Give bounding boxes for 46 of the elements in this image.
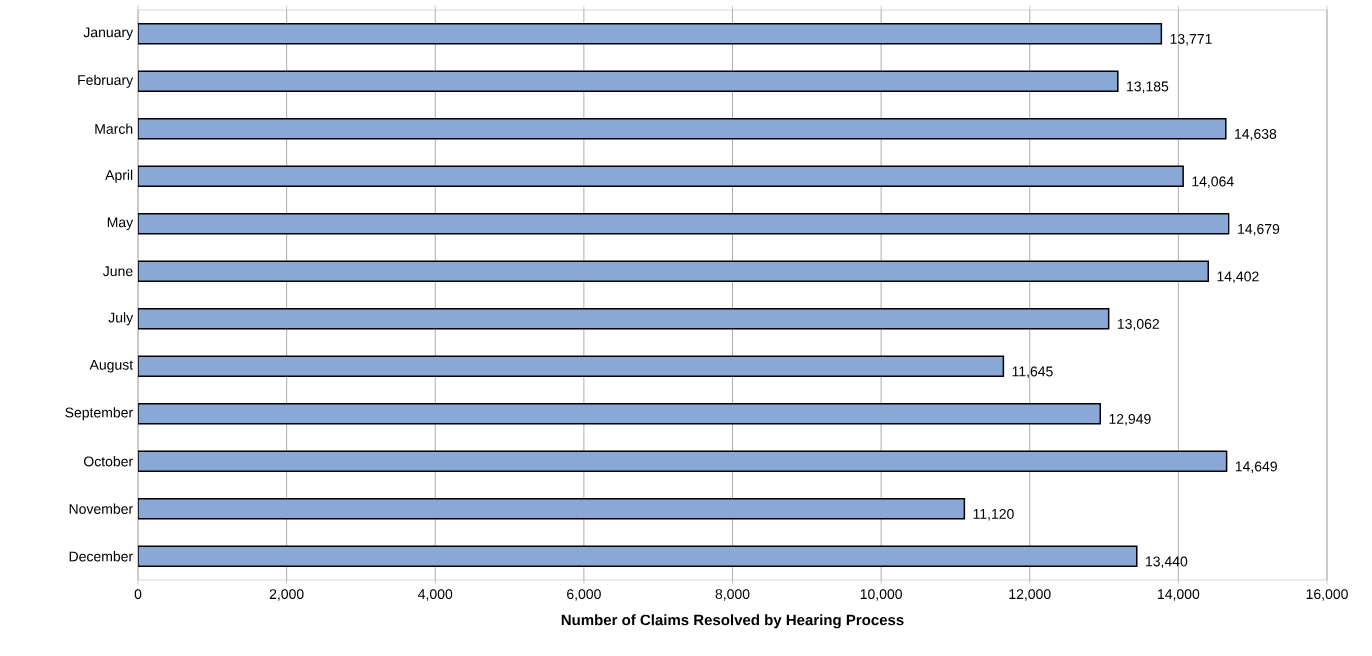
y-tick-label: April [105, 169, 133, 183]
x-tick-label: 4,000 [418, 589, 453, 601]
y-tick-label: October [84, 456, 133, 467]
bar [138, 355, 1005, 377]
x-tick-label: 8,000 [715, 589, 750, 601]
bar [138, 70, 1119, 92]
data-label: 13,185 [1127, 81, 1169, 94]
bar [138, 213, 1230, 235]
y-tick-label: November [69, 503, 133, 514]
x-tick-label: 12,000 [1009, 589, 1051, 601]
bar [138, 165, 1184, 187]
data-label: 11,120 [973, 508, 1014, 521]
y-tick-label: May [107, 217, 134, 231]
bar [138, 498, 966, 520]
data-label: 14,064 [1192, 176, 1234, 189]
x-tick-label: 16,000 [1306, 589, 1348, 601]
data-label: 14,638 [1235, 128, 1277, 141]
x-tick-label: 14,000 [1158, 589, 1200, 601]
data-label: 13,771 [1170, 33, 1212, 46]
bar [138, 403, 1102, 425]
bar [138, 260, 1209, 282]
x-tick-label: 2,000 [269, 589, 304, 601]
y-tick-label: August [89, 359, 134, 373]
y-tick-label: January [83, 27, 134, 41]
bar [138, 23, 1163, 45]
x-axis-title: Number of Claims Resolved by Hearing Process [561, 614, 904, 629]
data-label: 11,645 [1012, 366, 1053, 379]
x-tick-label: 0 [134, 589, 142, 600]
bar [138, 308, 1110, 330]
y-tick-label: July [108, 312, 134, 326]
y-tick-label: March [95, 123, 133, 134]
data-label: 12,949 [1109, 413, 1151, 426]
y-tick-label: February [78, 74, 134, 88]
y-tick-label: June [103, 266, 133, 277]
data-label: 14,679 [1238, 223, 1280, 236]
y-tick-label: December [69, 551, 133, 562]
x-tick-label: 6,000 [567, 589, 601, 601]
y-tick-label: September [65, 407, 133, 421]
data-label: 13,062 [1117, 318, 1159, 331]
data-label: 14,649 [1235, 461, 1277, 474]
bar [138, 450, 1228, 473]
x-tick-label: 10,000 [860, 589, 902, 601]
bar [138, 545, 1138, 568]
bar [138, 118, 1227, 140]
data-label: 14,402 [1217, 271, 1259, 284]
data-label: 13,440 [1146, 556, 1188, 569]
